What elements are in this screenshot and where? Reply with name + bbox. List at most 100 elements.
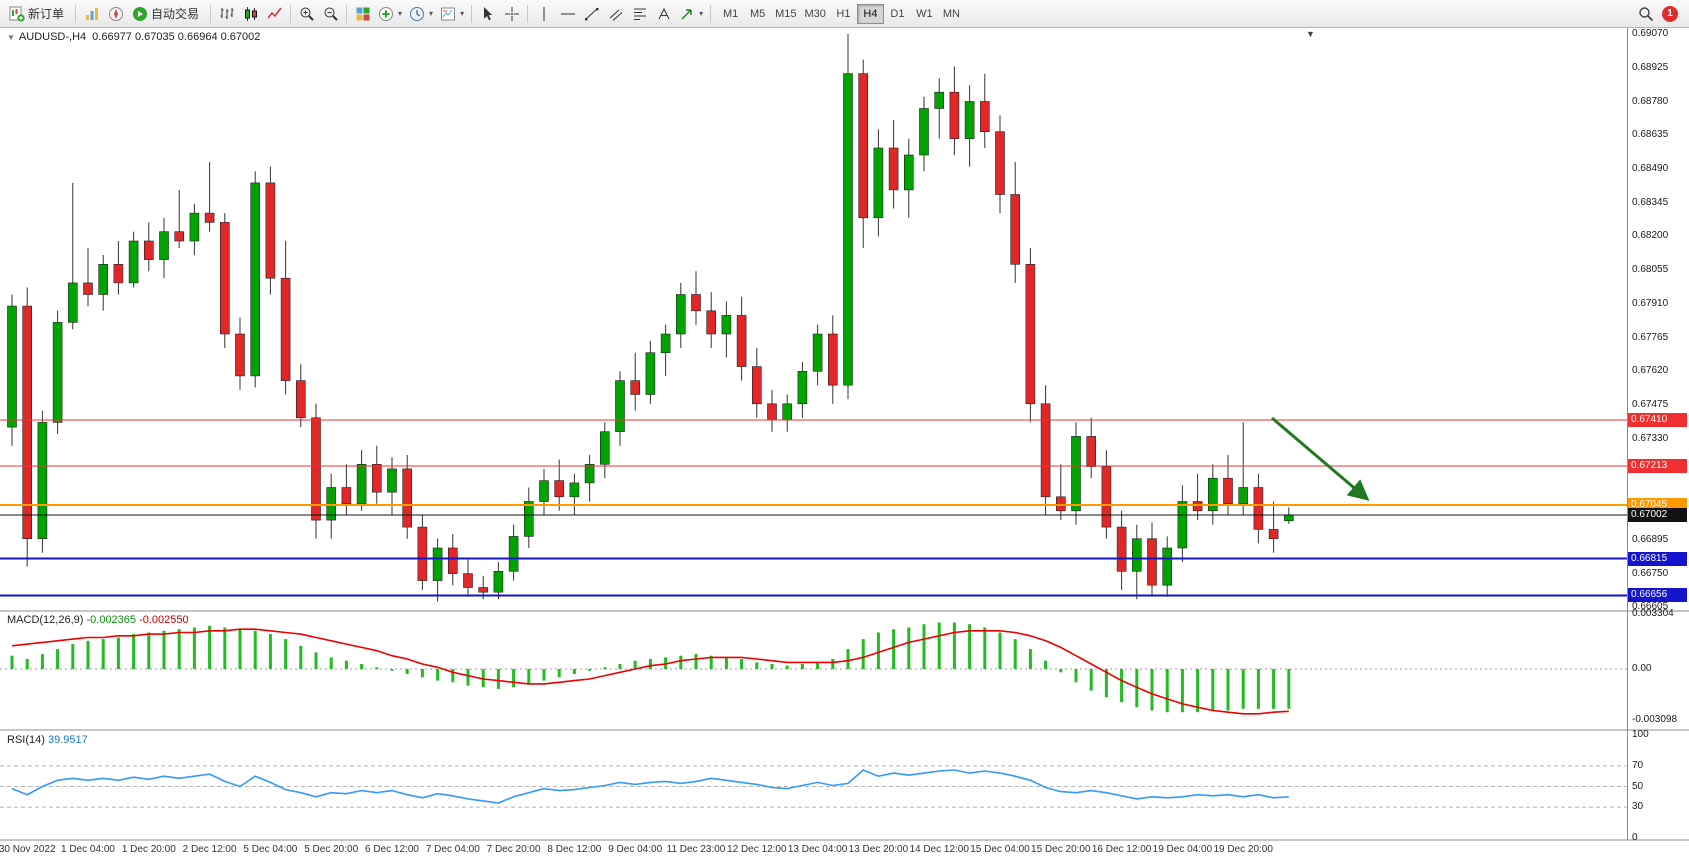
rsi-title: RSI(14) (7, 734, 45, 746)
level-price-badge: 0.66656 (1628, 588, 1687, 603)
price-tick: 0.67475 (1632, 399, 1669, 410)
autotrading-button[interactable]: 自动交易 (128, 3, 206, 25)
chevron-down-icon: ▾ (398, 9, 403, 18)
level-price-badge: 0.67410 (1628, 413, 1687, 428)
timeframe-m30[interactable]: M30 (804, 7, 826, 20)
timeframe-h4[interactable]: H4 (856, 3, 884, 24)
crosshair-icon (504, 6, 519, 21)
rsi-scale-tick: 30 (1632, 801, 1644, 812)
arrows-tool-button[interactable]: ▾ (676, 3, 706, 25)
search-icon (1638, 6, 1653, 21)
autotrading-label: 自动交易 (151, 7, 200, 21)
bars-chart-icon (220, 7, 234, 19)
market-watch-button[interactable] (80, 3, 103, 25)
macd-scale-tick: 0.003304 (1632, 608, 1674, 620)
arrow-tool-icon (681, 8, 692, 20)
cursor-icon (483, 6, 492, 20)
toolbar-separator (527, 4, 529, 23)
new-order-icon (9, 6, 25, 22)
toolbar-separator (210, 4, 212, 23)
market-watch-icon (85, 7, 98, 20)
crosshair-button[interactable] (500, 3, 523, 25)
tile-windows-button[interactable] (351, 3, 374, 25)
zoom-in-button[interactable] (295, 3, 318, 25)
trendline-button[interactable] (580, 3, 603, 25)
timeframe-d1[interactable]: D1 (890, 7, 905, 20)
time-tick: 11 Dec 23:00 (666, 844, 726, 855)
time-tick: 13 Dec 20:00 (848, 844, 909, 855)
time-tick: 2 Dec 12:00 (182, 844, 237, 855)
rsi-label: RSI(14) 39.9517 (7, 734, 88, 746)
time-tick: 5 Dec 20:00 (304, 844, 359, 855)
tile-windows-icon (356, 7, 370, 20)
time-tick: 12 Dec 12:00 (727, 844, 787, 855)
time-tick: 15 Dec 04:00 (970, 844, 1030, 855)
text-button[interactable] (652, 3, 675, 25)
timeframe-h1[interactable]: H1 (836, 7, 851, 20)
time-tick: 19 Dec 04:00 (1152, 844, 1213, 855)
price-tick: 0.68490 (1632, 162, 1669, 174)
new-order-label: 新订单 (28, 7, 65, 21)
periods-button[interactable]: ▾ (406, 3, 436, 25)
price-axis[interactable]: 0.69070 0.68925 0.68780 0.68635 0.68490 0.683… (1627, 28, 1689, 843)
time-axis[interactable]: 30 Nov 2022 1 Dec 04:00 1 Dec 20:00 2 Dec 1… (0, 840, 1627, 863)
price-tick: 0.66750 (1632, 567, 1669, 579)
rsi-plot (0, 765, 1627, 808)
horizontal-line-button[interactable] (556, 3, 579, 25)
collapse-icon[interactable]: ▼ (7, 33, 15, 42)
templates-button[interactable]: ▾ (437, 3, 467, 25)
price-tick: 0.68780 (1632, 95, 1669, 107)
fibonacci-button[interactable] (628, 3, 651, 25)
vertical-line-button[interactable] (532, 3, 555, 25)
time-tick: 14 Dec 12:00 (909, 844, 969, 855)
timeframe-m5[interactable]: M5 (749, 7, 766, 20)
line-chart-button[interactable] (263, 3, 286, 25)
rsi-scale-tick: 0 (1632, 832, 1638, 843)
time-tick: 30 Nov 2022 (0, 844, 56, 855)
timeframe-m15[interactable]: M15 (775, 7, 797, 20)
macd-label: MACD(12,26,9) -0.002365 -0.002550 (7, 614, 189, 626)
time-tick: 19 Dec 20:00 (1213, 844, 1273, 855)
time-tick: 1 Dec 04:00 (61, 844, 115, 855)
price-tick: 0.67910 (1632, 297, 1669, 309)
timeframe-mn[interactable]: MN (942, 7, 960, 20)
trend-arrow-annotation[interactable] (1271, 416, 1370, 501)
panel-frame (0, 28, 1689, 841)
price-tick: 0.66895 (1632, 533, 1669, 545)
price-tick: 0.68635 (1632, 129, 1669, 141)
toolbar-separator (75, 4, 77, 23)
timeframe-w1[interactable]: W1 (916, 7, 933, 20)
toolbar-separator (346, 4, 348, 23)
channel-button[interactable] (604, 3, 627, 25)
chart-title: ▼ AUDUSD-,H4 0.66977 0.67035 0.66964 0.670… (7, 31, 260, 43)
search-button[interactable] (1634, 3, 1657, 25)
chart-shift-marker[interactable]: ▼ (1306, 29, 1315, 39)
macd-title: MACD(12,26,9) (7, 614, 84, 626)
navigator-button[interactable] (104, 3, 127, 25)
new-order-button[interactable]: 新订单 (5, 3, 71, 25)
candlestick-chart-icon (244, 6, 257, 21)
cursor-button[interactable] (476, 3, 499, 25)
bars-chart-button[interactable] (215, 3, 238, 25)
price-tick: 0.68345 (1632, 196, 1669, 208)
toolbar-separator (290, 4, 292, 23)
chevron-down-icon: ▾ (460, 9, 465, 18)
price-tick: 0.67620 (1632, 365, 1669, 377)
time-tick: 7 Dec 20:00 (486, 844, 541, 855)
chart-canvas[interactable] (0, 28, 1689, 863)
time-tick: 15 Dec 20:00 (1031, 844, 1091, 855)
candlestick-chart-button[interactable] (239, 3, 262, 25)
indicators-button[interactable]: ▾ (375, 3, 405, 25)
zoom-out-button[interactable] (319, 3, 342, 25)
symbol-period-label: AUDUSD-,H4 (18, 31, 87, 43)
notification-badge[interactable]: 1 (1662, 5, 1678, 22)
timeframe-m1[interactable]: M1 (722, 7, 739, 20)
time-tick: 7 Dec 04:00 (425, 844, 480, 855)
price-tick: 0.68055 (1632, 264, 1669, 276)
time-tick: 13 Dec 04:00 (787, 844, 848, 855)
ohlc-values: 0.66977 0.67035 0.66964 0.67002 (92, 31, 261, 43)
price-tick: 0.67330 (1632, 432, 1669, 444)
level-lines (0, 419, 1627, 597)
toolbar: 新订单 自动交易 (0, 0, 1689, 28)
